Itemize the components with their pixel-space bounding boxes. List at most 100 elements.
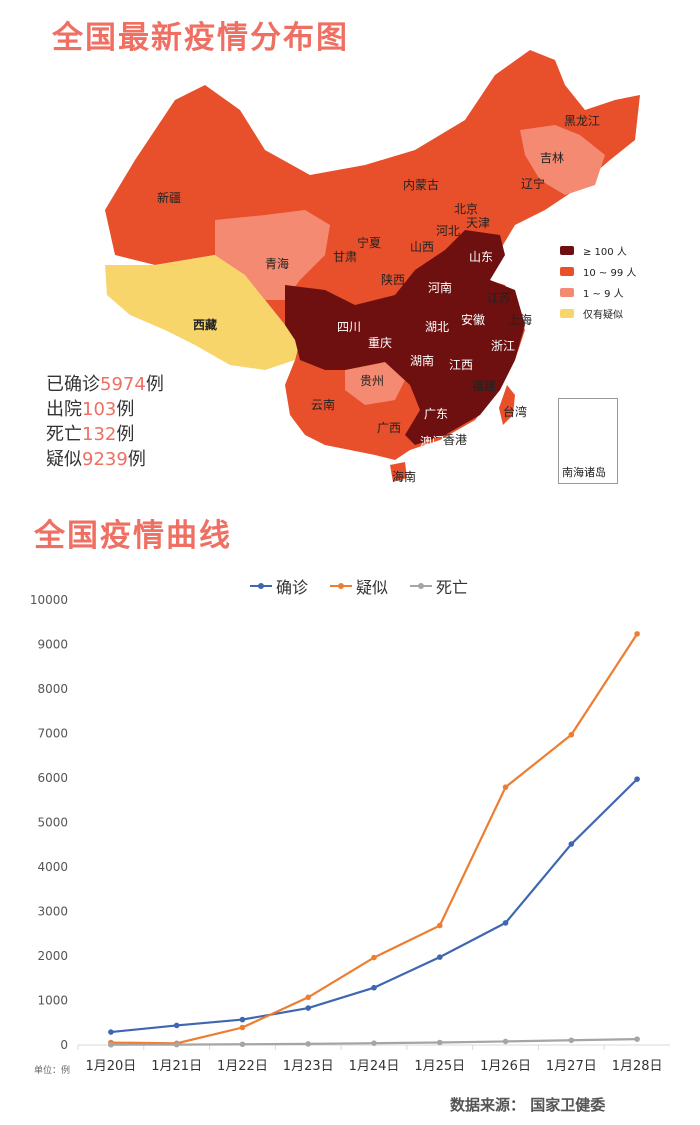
label-xizang: 西藏 (193, 318, 218, 332)
legend-item: 仅有疑似 (560, 303, 636, 324)
stat-suspected: 疑似9239例 (46, 447, 164, 472)
label-ningxia: 宁夏 (357, 236, 382, 250)
data-point (502, 784, 509, 790)
label-shanghai: 上海 (508, 313, 533, 327)
map-region-guizhou (345, 362, 405, 405)
map-legend: ≥ 100 人 10 ~ 99 人 1 ~ 9 人 仅有疑似 (560, 240, 636, 324)
stat-value: 9239 (82, 449, 128, 470)
label-jiangxi: 江西 (449, 358, 474, 372)
source-label: 数据来源： 国家卫健委 (450, 1096, 606, 1114)
data-point (436, 1039, 443, 1046)
map-region-dark-central (285, 230, 525, 445)
label-anhui: 安徽 (461, 313, 486, 327)
label-south-china-sea: 南海诸岛 (562, 466, 606, 479)
label-qinghai: 青海 (265, 257, 290, 271)
legend-label: 10 ~ 99 人 (583, 268, 637, 279)
y-tick-label: 9000 (37, 638, 68, 652)
data-point (502, 1038, 509, 1045)
y-tick-label: 6000 (37, 771, 68, 785)
data-point (568, 731, 575, 738)
data-point (108, 1041, 114, 1048)
stat-confirmed: 已确诊5974例 (46, 372, 164, 397)
map-region-taiwan (499, 385, 515, 425)
data-point (436, 954, 443, 960)
legend-swatch (560, 246, 574, 255)
label-guangdong: 广东 (424, 407, 449, 421)
x-tick-label: 1月25日 (414, 1059, 465, 1074)
label-heilongjiang: 黑龙江 (564, 114, 601, 128)
stat-prefix: 死亡 (46, 424, 82, 445)
stat-suffix: 例 (127, 449, 146, 470)
label-shanxi: 山西 (410, 240, 435, 254)
data-point (502, 920, 509, 926)
x-tick-label: 1月26日 (480, 1059, 531, 1074)
south-china-sea-inset (558, 398, 618, 484)
y-tick-label: 4000 (37, 860, 68, 874)
legend-swatch (560, 288, 574, 297)
data-point (305, 994, 312, 1001)
map-region-jilin (520, 125, 605, 195)
x-tick-label: 1月20日 (85, 1059, 136, 1074)
label-shaanxi: 陕西 (381, 273, 406, 287)
y-tick-label: 1000 (37, 994, 68, 1008)
data-point (173, 1022, 180, 1029)
legend-label: 1 ~ 9 人 (583, 289, 624, 300)
y-tick-label: 5000 (37, 816, 68, 830)
chart-legend-label: 疑似 (356, 578, 389, 597)
x-tick-label: 1月27日 (546, 1059, 597, 1074)
label-chongqing: 重庆 (368, 336, 393, 350)
stat-value: 103 (82, 399, 117, 420)
y-tick-label: 0 (60, 1038, 68, 1052)
label-hunan: 湖南 (410, 354, 435, 368)
label-yunnan: 云南 (311, 398, 336, 412)
label-hebei: 河北 (436, 224, 461, 238)
chart-legend-item: 疑似 (330, 574, 388, 598)
chart-legend-item: 确诊 (250, 574, 308, 598)
data-point (634, 776, 640, 782)
label-xianggang: 香港 (443, 433, 468, 447)
label-liaoning: 辽宁 (521, 177, 546, 191)
stat-prefix: 已确诊 (46, 374, 100, 395)
stat-value: 132 (82, 424, 117, 445)
data-point (371, 1040, 377, 1046)
chart-legend: 确诊 疑似 死亡 (250, 574, 468, 598)
label-jilin: 吉林 (540, 151, 565, 165)
y-tick-label: 8000 (37, 682, 68, 696)
data-point (634, 1036, 640, 1042)
x-tick-label: 1月22日 (217, 1059, 268, 1074)
data-point (436, 922, 443, 929)
x-tick-label: 1月21日 (151, 1059, 202, 1074)
line-chart: 0 1000 2000 3000 4000 5000 6000 7000 8000 9000 100… (30, 593, 670, 1074)
label-guangxi: 广西 (377, 421, 402, 435)
label-guizhou: 贵州 (360, 374, 385, 388)
legend-item: 1 ~ 9 人 (560, 282, 636, 303)
legend-marker (250, 583, 272, 589)
legend-swatch (560, 309, 574, 318)
data-point (239, 1041, 246, 1048)
y-tick-label: 10000 (30, 593, 68, 607)
data-point (371, 984, 377, 991)
stat-deaths: 死亡132例 (46, 422, 164, 447)
data-point (568, 1037, 575, 1044)
data-point (305, 1005, 312, 1011)
y-tick-label: 3000 (37, 905, 68, 919)
x-tick-label: 1月28日 (612, 1059, 663, 1074)
y-tick-label: 2000 (37, 949, 68, 963)
data-point (108, 1029, 114, 1035)
stat-discharged: 出院103例 (46, 397, 164, 422)
stat-suffix: 例 (116, 399, 135, 420)
stats-block: 已确诊5974例 出院103例 死亡132例 疑似9239例 (46, 372, 164, 472)
x-tick-label: 1月24日 (349, 1059, 400, 1074)
map-title: 全国最新疫情分布图 (52, 20, 349, 56)
data-point (305, 1041, 312, 1047)
data-point (239, 1024, 246, 1031)
chart-legend-item: 死亡 (410, 574, 468, 598)
label-henan: 河南 (428, 281, 453, 295)
series-line-1 (110, 633, 639, 1045)
map-region-xizang (105, 255, 300, 370)
stat-value: 5974 (100, 374, 146, 395)
legend-marker (330, 583, 353, 589)
legend-item: 10 ~ 99 人 (560, 261, 636, 282)
unit-label: 单位：例 (34, 1066, 71, 1076)
china-map (105, 50, 640, 482)
